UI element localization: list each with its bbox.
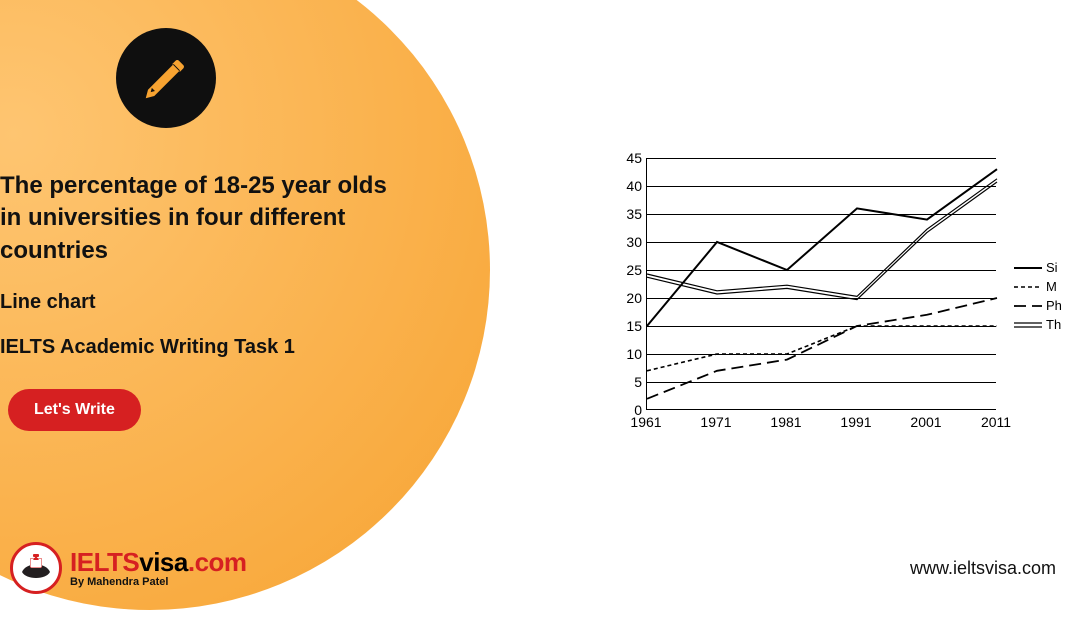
chart-ytick: 40 bbox=[620, 178, 642, 194]
chart-xtick: 1991 bbox=[840, 414, 871, 430]
chart-xtick: 1981 bbox=[770, 414, 801, 430]
chart-ytick: 10 bbox=[620, 346, 642, 362]
brand-logo: IELTSvisa.com By Mahendra Patel bbox=[10, 542, 247, 594]
pencil-icon bbox=[139, 51, 193, 105]
chart-gridline bbox=[647, 298, 996, 299]
legend-item: Th bbox=[1014, 317, 1070, 332]
legend-item: Si bbox=[1014, 260, 1070, 275]
legend-label: Ph bbox=[1046, 298, 1062, 313]
chart-ytick: 45 bbox=[620, 150, 642, 166]
chart-gridline bbox=[647, 382, 996, 383]
chart-series-svg bbox=[647, 158, 997, 410]
pencil-icon-badge bbox=[116, 28, 216, 128]
brand-wordmark: IELTSvisa.com By Mahendra Patel bbox=[70, 549, 247, 588]
chart-type-label: Line chart bbox=[0, 291, 400, 314]
chart-gridline bbox=[647, 270, 996, 271]
legend-item: Ph bbox=[1014, 298, 1070, 313]
line-chart: SiMPhTh 05101520253035404519611971198119… bbox=[590, 152, 1070, 452]
chart-plot-area bbox=[646, 158, 996, 410]
chart-xtick: 1971 bbox=[700, 414, 731, 430]
legend-label: M bbox=[1046, 279, 1057, 294]
chart-gridline bbox=[647, 158, 996, 159]
chart-gridline bbox=[647, 326, 996, 327]
legend-item: M bbox=[1014, 279, 1070, 294]
hero-text-block: The percentage of 18-25 year olds in uni… bbox=[0, 170, 400, 431]
lets-write-button[interactable]: Let's Write bbox=[8, 389, 141, 431]
footer: IELTSvisa.com By Mahendra Patel www.ielt… bbox=[0, 537, 1080, 599]
brand-text-dotcom: .com bbox=[188, 547, 247, 577]
chart-ytick: 35 bbox=[620, 206, 642, 222]
task-label: IELTS Academic Writing Task 1 bbox=[0, 336, 400, 359]
chart-xtick: 2011 bbox=[981, 414, 1011, 430]
brand-text-ielts: IELTS bbox=[70, 547, 139, 577]
brand-text-visa: visa bbox=[139, 547, 188, 577]
brand-badge-icon bbox=[10, 542, 62, 594]
chart-gridline bbox=[647, 354, 996, 355]
chart-gridline bbox=[647, 214, 996, 215]
chart-legend: Si M Ph Th bbox=[1014, 260, 1070, 336]
chart-ytick: 25 bbox=[620, 262, 642, 278]
chart-ytick: 30 bbox=[620, 234, 642, 250]
chart-gridline bbox=[647, 186, 996, 187]
chart-ytick: 15 bbox=[620, 318, 642, 334]
chart-xtick: 2001 bbox=[910, 414, 941, 430]
legend-label: Si bbox=[1046, 260, 1058, 275]
chart-xtick: 1961 bbox=[630, 414, 661, 430]
chart-ytick: 20 bbox=[620, 290, 642, 306]
brand-byline: By Mahendra Patel bbox=[70, 577, 247, 588]
page-title: The percentage of 18-25 year olds in uni… bbox=[0, 170, 400, 267]
chart-ytick: 5 bbox=[620, 374, 642, 390]
legend-label: Th bbox=[1046, 317, 1061, 332]
site-url: www.ieltsvisa.com bbox=[910, 558, 1056, 579]
chart-gridline bbox=[647, 242, 996, 243]
